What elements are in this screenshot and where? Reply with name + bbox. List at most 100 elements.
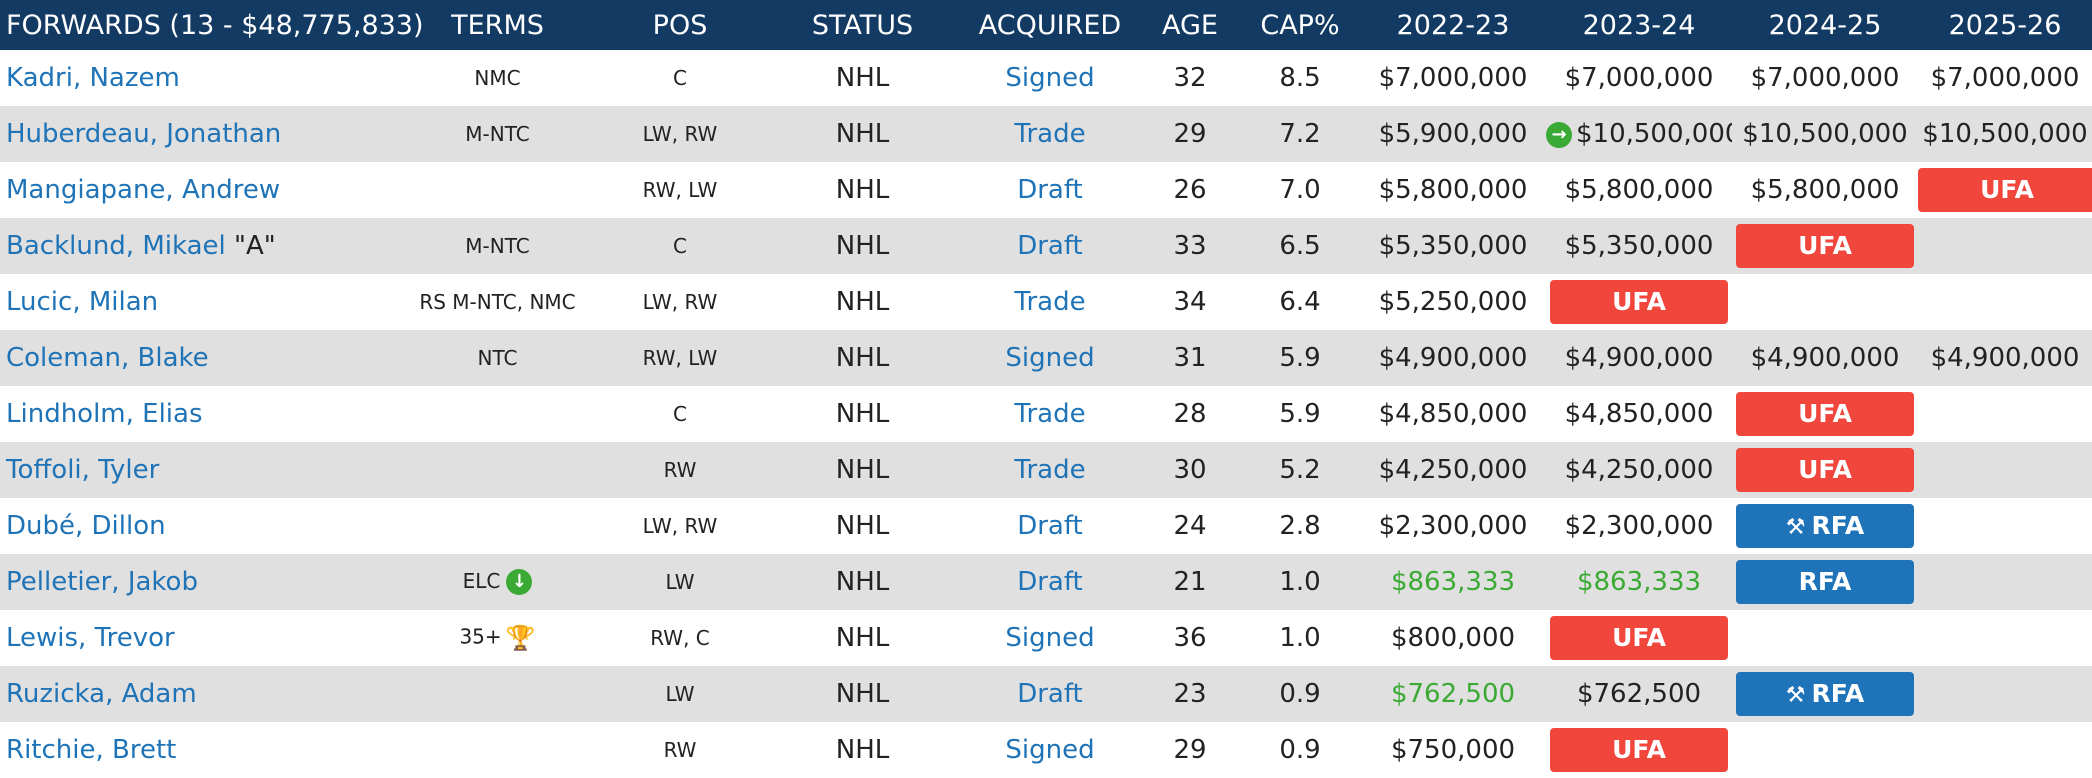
cap-hit-value: $4,900,000 <box>1564 343 1714 373</box>
terms-cell: M-NTC <box>400 106 595 162</box>
cap-hit-value: $5,350,000 <box>1564 231 1714 261</box>
rfa-badge[interactable]: RFA <box>1736 560 1914 604</box>
season-y2-cell: → $10,500,000 <box>1546 106 1732 162</box>
ufa-badge[interactable]: UFA <box>1918 168 2092 212</box>
table-row: Lindholm, Elias C NHL Trade 28 5.9 $4,850,000 $… <box>0 386 2092 442</box>
ufa-badge[interactable]: UFA <box>1736 448 1914 492</box>
status-cell: NHL <box>835 679 890 709</box>
header-status[interactable]: STATUS <box>811 9 914 41</box>
ufa-badge[interactable]: UFA <box>1550 280 1728 324</box>
player-name-link[interactable]: Ritchie, Brett <box>6 735 177 765</box>
status-cell: NHL <box>835 567 890 597</box>
season-y4-cell: $7,000,000 <box>1918 50 2092 106</box>
position-cell: C <box>673 234 687 258</box>
arrow-right-circle-icon[interactable]: → <box>1546 121 1572 148</box>
ufa-badge[interactable]: UFA <box>1736 392 1914 436</box>
trophy-icon[interactable]: 🏆 <box>505 624 536 652</box>
table-row: Dubé, Dillon LW, RW NHL Draft 24 2.8 $2,300,00… <box>0 498 2092 554</box>
rfa-badge[interactable]: ⚒ RFA <box>1736 672 1914 716</box>
season-y2-cell: UFA <box>1546 722 1732 778</box>
acquired-link[interactable]: Signed <box>1005 63 1095 93</box>
player-cell: Coleman, Blake <box>0 330 400 386</box>
player-name-link[interactable]: Mangiapane, Andrew <box>6 175 281 205</box>
header-2022-23[interactable]: 2022-23 <box>1396 9 1510 41</box>
table-row: Huberdeau, Jonathan M-NTC LW, RW NHL Trade 29… <box>0 106 2092 162</box>
terms-text: NTC <box>477 346 518 370</box>
header-cap[interactable]: CAP% <box>1260 9 1340 41</box>
player-name-link[interactable]: Huberdeau, Jonathan <box>6 119 282 149</box>
header-terms[interactable]: TERMS <box>451 9 544 41</box>
header-acquired[interactable]: ACQUIRED <box>978 9 1122 41</box>
ufa-badge[interactable]: UFA <box>1736 224 1914 268</box>
header-2023-24[interactable]: 2023-24 <box>1582 9 1696 41</box>
age-cell: 30 <box>1173 455 1207 485</box>
season-y1-cell: $5,800,000 <box>1360 162 1546 218</box>
age-cell: 34 <box>1173 287 1207 317</box>
header-2024-25[interactable]: 2024-25 <box>1768 9 1882 41</box>
acquired-link[interactable]: Signed <box>1005 735 1095 765</box>
acquired-link[interactable]: Trade <box>1014 455 1086 485</box>
age-cell: 23 <box>1173 679 1207 709</box>
header-2025-26[interactable]: 2025-26 <box>1948 9 2062 41</box>
acquired-link[interactable]: Draft <box>1017 679 1083 709</box>
player-cell: Pelletier, Jakob <box>0 554 400 610</box>
player-name-link[interactable]: Dubé, Dillon <box>6 511 166 541</box>
age-cell: 24 <box>1173 511 1207 541</box>
ufa-badge[interactable]: UFA <box>1550 728 1728 772</box>
acquired-link[interactable]: Signed <box>1005 343 1095 373</box>
cap-percent-cell: 2.8 <box>1279 511 1321 541</box>
cap-hit-value: $7,000,000 <box>1378 63 1528 93</box>
acquired-link[interactable]: Trade <box>1014 119 1086 149</box>
acquired-cell: Signed <box>960 50 1140 106</box>
player-name-link[interactable]: Ruzicka, Adam <box>6 679 197 709</box>
player-name-link[interactable]: Toffoli, Tyler <box>6 455 160 485</box>
player-cell: Backlund, Mikael "A" <box>0 218 400 274</box>
status-cell: NHL <box>835 119 890 149</box>
player-cell: Dubé, Dillon <box>0 498 400 554</box>
acquired-link[interactable]: Draft <box>1017 175 1083 205</box>
acquired-cell: Trade <box>960 386 1140 442</box>
player-name-link[interactable]: Kadri, Nazem <box>6 63 180 93</box>
terms-text: RS M-NTC, NMC <box>419 290 576 314</box>
table-row: Backlund, Mikael "A" M-NTC C NHL Draft 33 6.5 $… <box>0 218 2092 274</box>
table-row: Lewis, Trevor 35+ 🏆 RW, C NHL Signed 36 1.0 $800… <box>0 610 2092 666</box>
acquired-link[interactable]: Draft <box>1017 567 1083 597</box>
terms-text: 35+ <box>459 624 502 649</box>
season-y3-cell: $4,900,000 <box>1732 330 1918 386</box>
player-name-link[interactable]: Pelletier, Jakob <box>6 567 198 597</box>
arrow-down-circle-icon[interactable]: ↓ <box>506 569 533 596</box>
player-name-link[interactable]: Backlund, Mikael <box>6 231 226 261</box>
season-y3-cell: ⚒ RFA <box>1732 498 1918 554</box>
cap-percent-cell: 0.9 <box>1279 735 1321 765</box>
header-age[interactable]: AGE <box>1162 9 1218 41</box>
ufa-badge[interactable]: UFA <box>1550 616 1728 660</box>
acquired-link[interactable]: Signed <box>1005 623 1095 653</box>
status-cell: NHL <box>835 623 890 653</box>
terms-cell: NTC <box>400 330 595 386</box>
acquired-cell: Signed <box>960 330 1140 386</box>
cap-hit-value: $7,000,000 <box>1564 63 1714 93</box>
header-forwards[interactable]: FORWARDS (13 - $48,775,833) <box>6 9 424 41</box>
acquired-link[interactable]: Draft <box>1017 511 1083 541</box>
player-name-link[interactable]: Lewis, Trevor <box>6 623 175 653</box>
player-cell: Lucic, Milan <box>0 274 400 330</box>
table-row: Coleman, Blake NTC RW, LW NHL Signed 31 5.9 $4,… <box>0 330 2092 386</box>
season-y4-cell: UFA <box>1918 162 2092 218</box>
badge-label: UFA <box>1798 455 1852 484</box>
gavel-icon: ⚒ <box>1785 515 1806 540</box>
header-pos[interactable]: POS <box>652 9 708 41</box>
badge-label: UFA <box>1612 287 1666 316</box>
acquired-cell: Signed <box>960 722 1140 778</box>
player-name-link[interactable]: Lindholm, Elias <box>6 399 203 429</box>
acquired-link[interactable]: Draft <box>1017 231 1083 261</box>
age-cell: 29 <box>1173 735 1207 765</box>
season-y2-cell: UFA <box>1546 610 1732 666</box>
cap-hit-value: $2,300,000 <box>1564 511 1714 541</box>
acquired-link[interactable]: Trade <box>1014 287 1086 317</box>
season-y1-cell: $5,900,000 <box>1360 106 1546 162</box>
player-name-link[interactable]: Coleman, Blake <box>6 343 209 373</box>
acquired-link[interactable]: Trade <box>1014 399 1086 429</box>
player-name-link[interactable]: Lucic, Milan <box>6 287 159 317</box>
rfa-badge[interactable]: ⚒ RFA <box>1736 504 1914 548</box>
acquired-cell: Draft <box>960 498 1140 554</box>
